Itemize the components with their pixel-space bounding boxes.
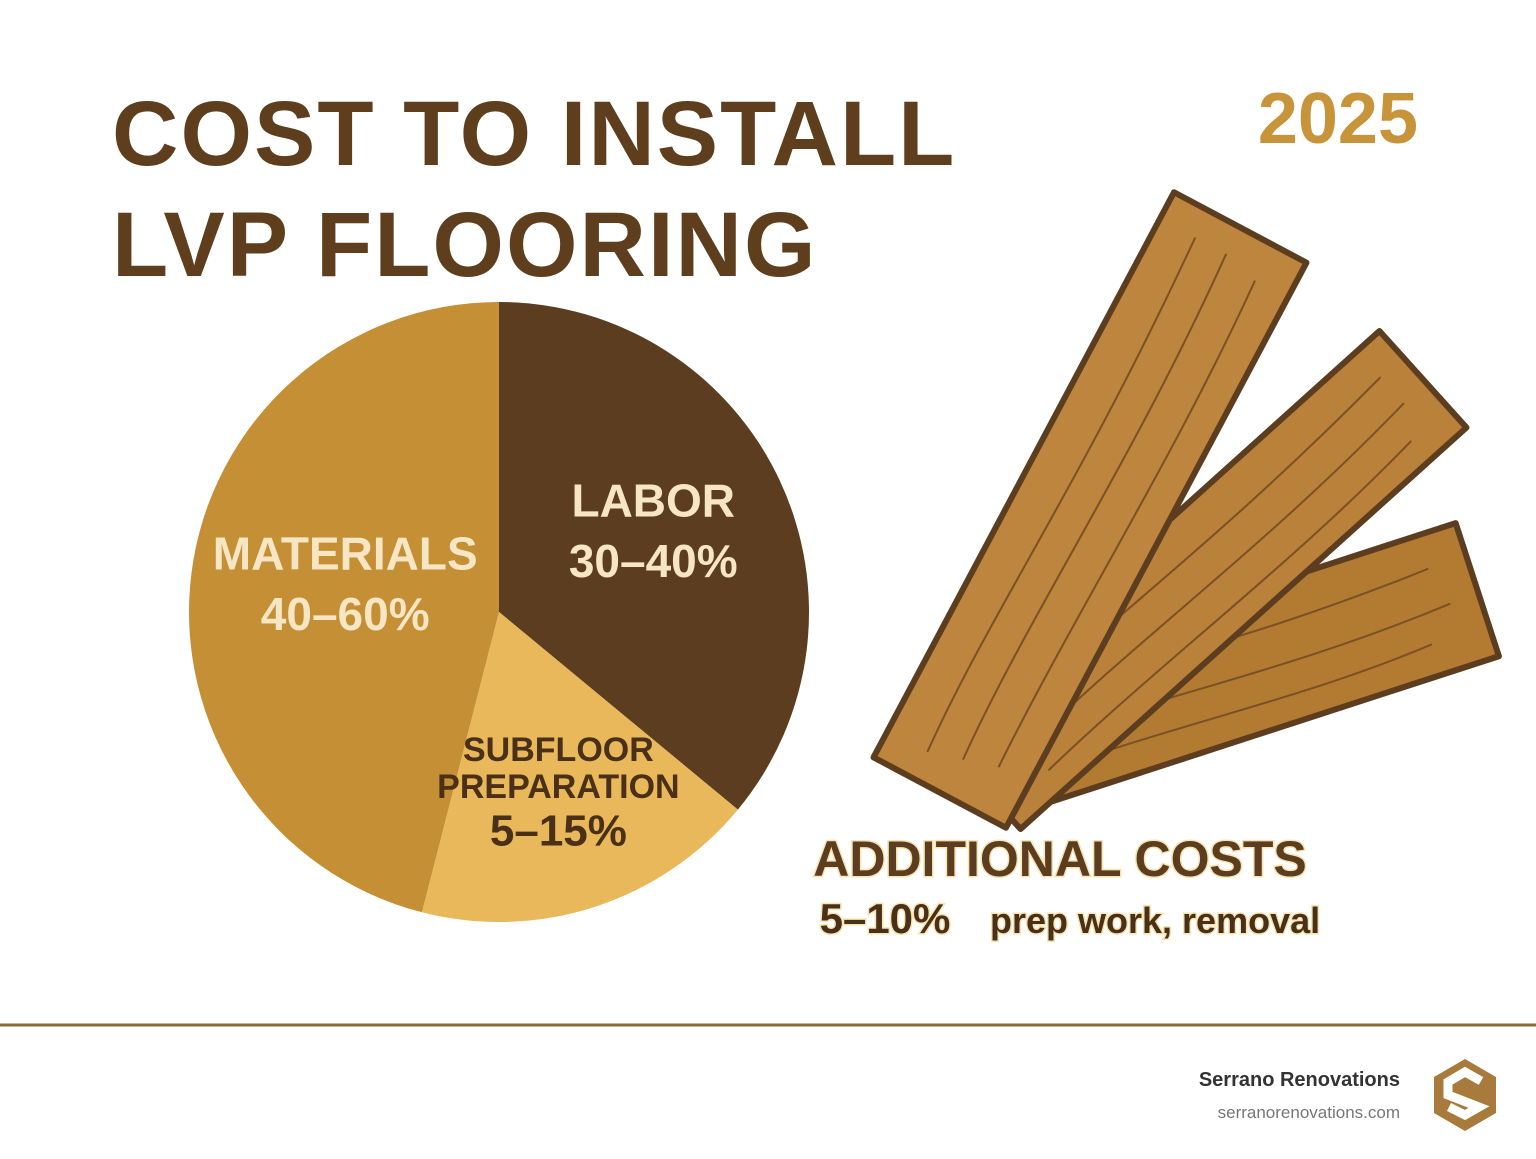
slice-label: LABOR [571,474,735,526]
pie [189,302,809,922]
title-line: LVP FLOORING [112,194,818,296]
annotation-range: 5–10% [820,895,951,942]
year: 2025 [1258,79,1418,159]
slice-label: SUBFLOOR PREPARATION [437,731,679,806]
pie-slice [499,302,809,810]
planks-illustration [870,189,1502,833]
pie-slice [189,302,499,913]
logo [1434,1059,1496,1131]
slice-range: 5–15% [490,807,627,856]
slice-range: 30–40% [569,535,738,587]
footer-brand: Serrano Renovations [1199,1069,1400,1091]
annotation-note: prep work, removal [990,900,1320,941]
footer-url: serranorenovations.com [1218,1103,1400,1122]
slice-range: 40–60% [261,588,430,640]
plank [870,189,1310,831]
title-line: COST TO INSTALL [112,83,956,185]
slice-label: MATERIALS [213,528,478,580]
pie-slice [421,612,738,922]
annotation-title: ADDITIONAL COSTS [813,831,1307,887]
wood-grain [926,237,1256,768]
